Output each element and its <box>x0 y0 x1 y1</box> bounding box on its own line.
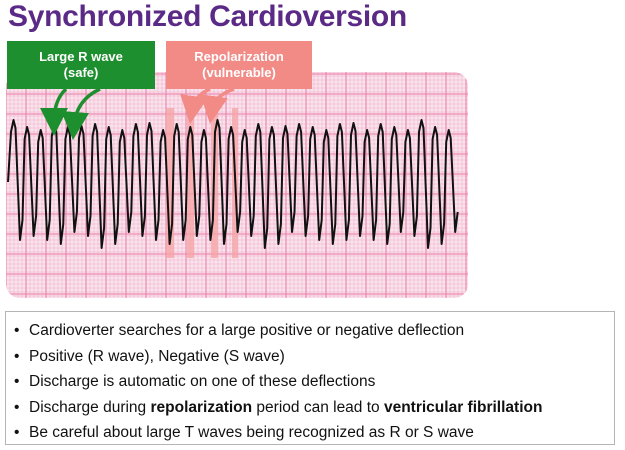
bullet-item: • Be careful about large T waves being re… <box>14 420 614 446</box>
bullet-item: • Positive (R wave), Negative (S wave) <box>14 344 614 370</box>
slide-title: Synchronized Cardioversion <box>8 0 407 33</box>
bullet-list-box: • Cardioverter searches for a large posit… <box>5 311 615 445</box>
bullet-emphasis: ventricular fibrillation <box>383 398 543 416</box>
callout-safe-line2: (safe) <box>63 65 99 80</box>
callout-safe: Large R wave (safe) <box>7 41 155 89</box>
repolarization-highlight <box>187 108 194 258</box>
bullet-text: Positive (R wave), Negative (S wave) <box>29 347 285 365</box>
bullet-list: • Cardioverter searches for a large posit… <box>14 318 614 446</box>
callout-vulnerable-line1: Repolarization <box>194 49 284 64</box>
bullet-text: Discharge during <box>29 398 151 416</box>
callout-safe-line1: Large R wave <box>39 49 123 64</box>
bullet-text: Cardioverter searches for a large positi… <box>29 322 465 339</box>
callout-vulnerable-line2: (vulnerable) <box>202 65 276 80</box>
ecg-strip <box>6 72 468 298</box>
bullet-dot: • <box>14 424 20 441</box>
bullet-text: Be careful about large T waves being rec… <box>29 424 474 441</box>
ecg-rhythm-strip <box>6 72 468 298</box>
bullet-item: • Discharge is automatic on one of these … <box>14 369 614 395</box>
bullet-dot: • <box>14 373 20 390</box>
bullet-dot: • <box>14 347 20 365</box>
bullet-text: Discharge is automatic on one of these d… <box>29 373 376 390</box>
bullet-dot: • <box>14 398 20 416</box>
bullet-text: period can lead to <box>252 398 384 416</box>
bullet-item: • Cardioverter searches for a large posit… <box>14 318 614 344</box>
repolarization-highlight <box>166 108 174 258</box>
bullet-emphasis: repolarization <box>150 398 253 416</box>
bullet-dot: • <box>14 322 20 339</box>
callout-vulnerable: Repolarization (vulnerable) <box>166 41 312 89</box>
bullet-item: • Discharge during repolarization period … <box>14 395 614 421</box>
